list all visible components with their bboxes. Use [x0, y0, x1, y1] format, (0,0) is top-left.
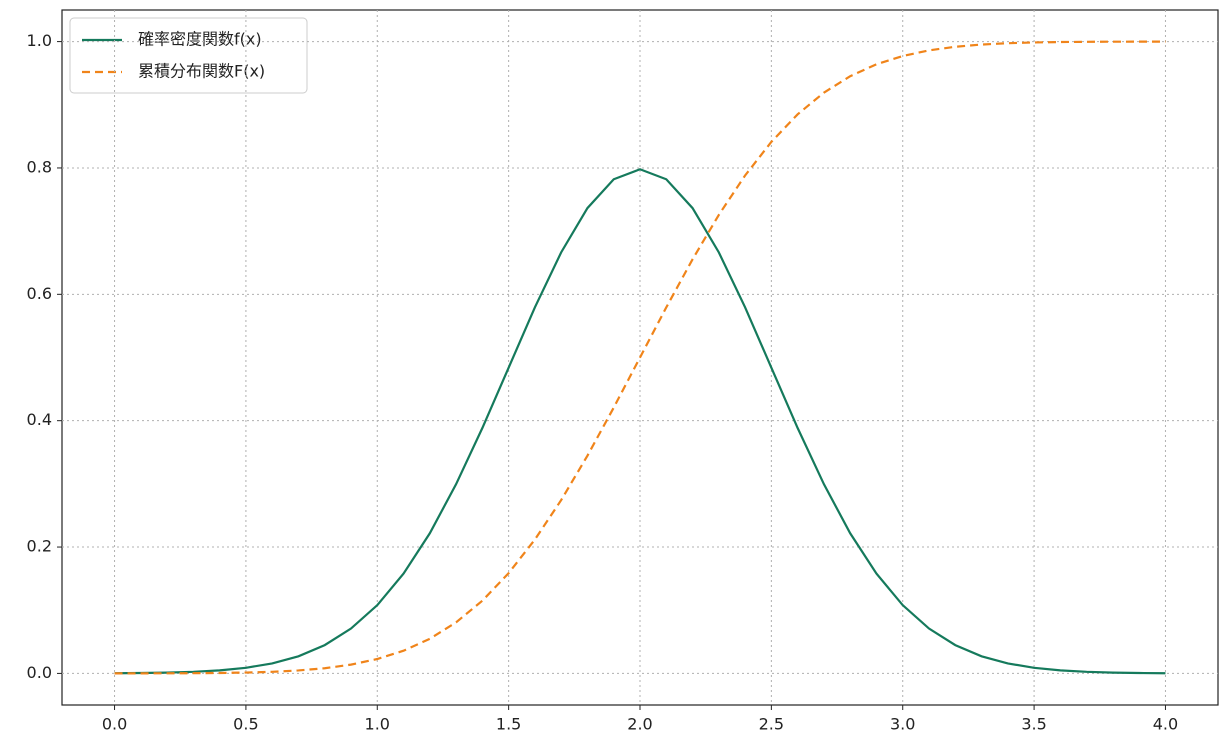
x-tick-label: 2.5 — [759, 715, 784, 734]
y-tick-label: 0.8 — [27, 157, 52, 176]
y-tick-label: 0.2 — [27, 537, 52, 556]
x-tick-label: 3.5 — [1021, 715, 1046, 734]
y-tick-label: 0.0 — [27, 663, 52, 682]
legend-box — [69, 17, 308, 94]
x-tick-label: 0.0 — [102, 715, 127, 734]
x-tick-label: 0.5 — [233, 715, 258, 734]
data-line — [114, 40, 1166, 675]
x-tick-label: 4.0 — [1153, 715, 1178, 734]
y-tick-label: 1.0 — [27, 31, 52, 50]
legend-label: 累積分布関数F(x) — [138, 62, 265, 81]
legend-label: 確率密度関数f(x) — [138, 30, 262, 49]
legend: 確率密度関数f(x) 累積分布関数F(x) — [69, 17, 308, 94]
x-tick-label: 3.0 — [890, 715, 915, 734]
x-tick-label: 2.0 — [627, 715, 652, 734]
data-line — [114, 168, 1166, 675]
x-tick-label: 1.0 — [365, 715, 390, 734]
y-tick-label: 0.4 — [27, 410, 52, 429]
y-tick-label: 0.6 — [27, 284, 52, 303]
x-tick-label: 1.5 — [496, 715, 521, 734]
